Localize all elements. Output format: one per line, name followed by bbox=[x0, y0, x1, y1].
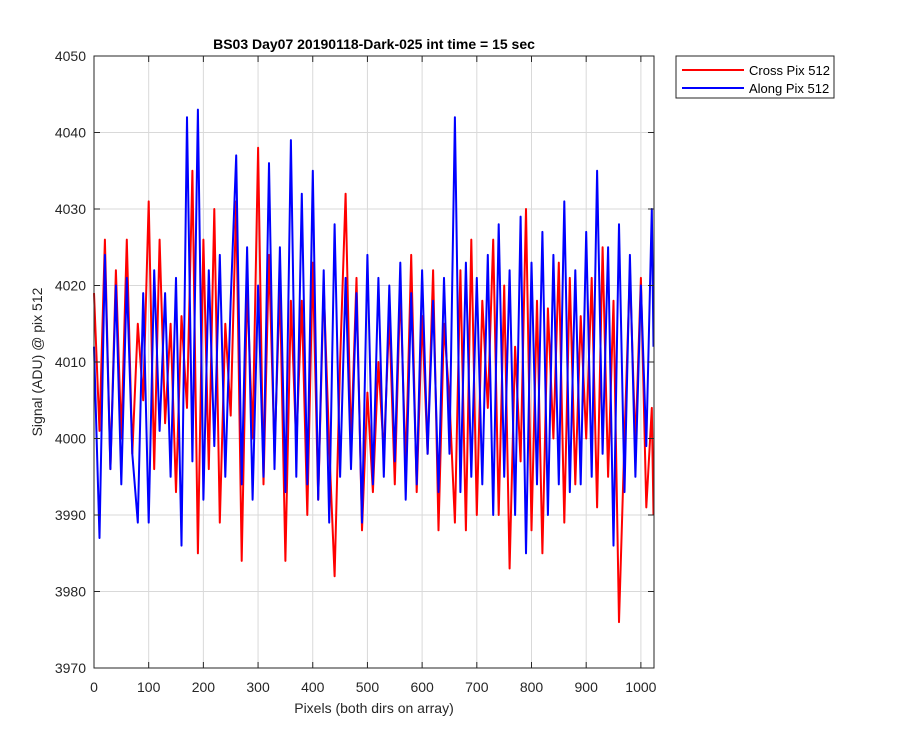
x-tick-label: 200 bbox=[192, 679, 216, 695]
x-tick-label: 100 bbox=[137, 679, 161, 695]
legend-box bbox=[675, 55, 835, 99]
x-tick-label: 400 bbox=[301, 679, 325, 695]
y-tick-label: 4040 bbox=[55, 125, 86, 141]
series-line-along-pix-512 bbox=[93, 108, 655, 555]
x-tick-label: 600 bbox=[410, 679, 434, 695]
x-tick-labels: 0 100 200 300 400 500 600 700 800 900 1000 bbox=[90, 679, 657, 695]
y-tick-label: 4050 bbox=[55, 48, 86, 64]
legend-label-along: Along Pix 512 bbox=[749, 81, 829, 96]
series-line-cross-pix-512 bbox=[93, 146, 655, 624]
ticks bbox=[93, 55, 654, 669]
x-axis-label: Pixels (both dirs on array) bbox=[294, 700, 454, 716]
x-tick-label: 1000 bbox=[625, 679, 656, 695]
y-tick-label: 4010 bbox=[55, 354, 86, 370]
y-tick-label: 3970 bbox=[55, 660, 86, 676]
x-tick-label: 800 bbox=[520, 679, 544, 695]
x-tick-label: 300 bbox=[246, 679, 270, 695]
y-tick-label: 3990 bbox=[55, 507, 86, 523]
x-tick-label: 700 bbox=[465, 679, 489, 695]
y-tick-label: 4000 bbox=[55, 431, 86, 447]
chart-title: BS03 Day07 20190118-Dark-025 int time = … bbox=[213, 36, 535, 52]
legend: Cross Pix 512 Along Pix 512 bbox=[675, 55, 835, 99]
legend-label-cross: Cross Pix 512 bbox=[749, 63, 830, 78]
y-tick-labels: 3970 3980 3990 4000 4010 4020 4030 4040 4050 bbox=[55, 48, 86, 676]
y-tick-label: 3980 bbox=[55, 584, 86, 600]
x-tick-label: 900 bbox=[575, 679, 599, 695]
x-tick-label: 0 bbox=[90, 679, 98, 695]
y-tick-label: 4030 bbox=[55, 201, 86, 217]
y-axis-label: Signal (ADU) @ pix 512 bbox=[29, 287, 45, 436]
y-tick-label: 4020 bbox=[55, 278, 86, 294]
series-layer bbox=[93, 108, 655, 624]
x-tick-label: 500 bbox=[356, 679, 380, 695]
